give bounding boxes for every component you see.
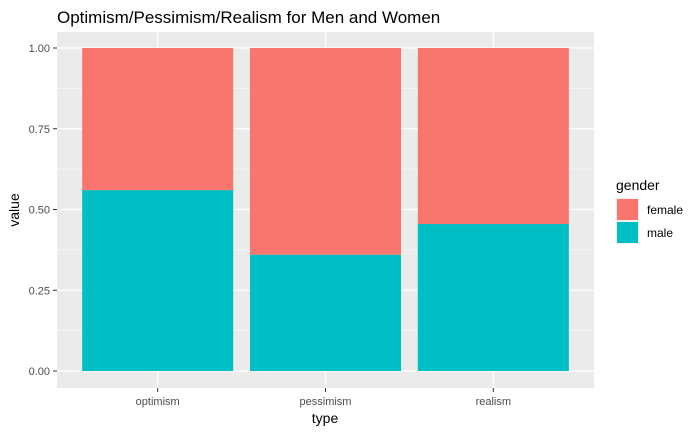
y-tick-label: 0.25 — [29, 285, 50, 297]
y-axis: 0.00 0.25 0.50 0.75 1.00 — [29, 43, 57, 378]
legend-title: gender — [616, 177, 660, 193]
x-axis-title: type — [312, 410, 339, 426]
legend-label-male: male — [647, 226, 673, 240]
bar-female-realism — [417, 48, 569, 225]
bars — [82, 48, 569, 371]
y-tick-label: 0.00 — [29, 366, 50, 378]
bar-female-pessimism — [249, 48, 402, 255]
y-tick-label: 0.50 — [29, 205, 50, 217]
bar-female-optimism — [82, 48, 234, 191]
y-tick-label: 0.75 — [29, 124, 50, 136]
legend-key-female — [617, 199, 638, 220]
x-tick-label: optimism — [136, 396, 180, 408]
chart-title: Optimism/Pessimism/Realism for Men and W… — [57, 8, 440, 27]
bar-male-realism — [417, 224, 569, 371]
x-tick-label: realism — [476, 396, 511, 408]
x-axis: optimism pessimism realism — [136, 388, 511, 408]
legend-key-male — [617, 222, 638, 243]
bar-male-optimism — [82, 190, 234, 371]
y-axis-title: value — [6, 193, 22, 227]
bar-male-pessimism — [249, 254, 402, 371]
x-tick-label: pessimism — [300, 396, 352, 408]
legend-label-female: female — [647, 203, 683, 217]
legend: gender female male — [616, 177, 683, 244]
y-tick-label: 1.00 — [29, 43, 50, 55]
